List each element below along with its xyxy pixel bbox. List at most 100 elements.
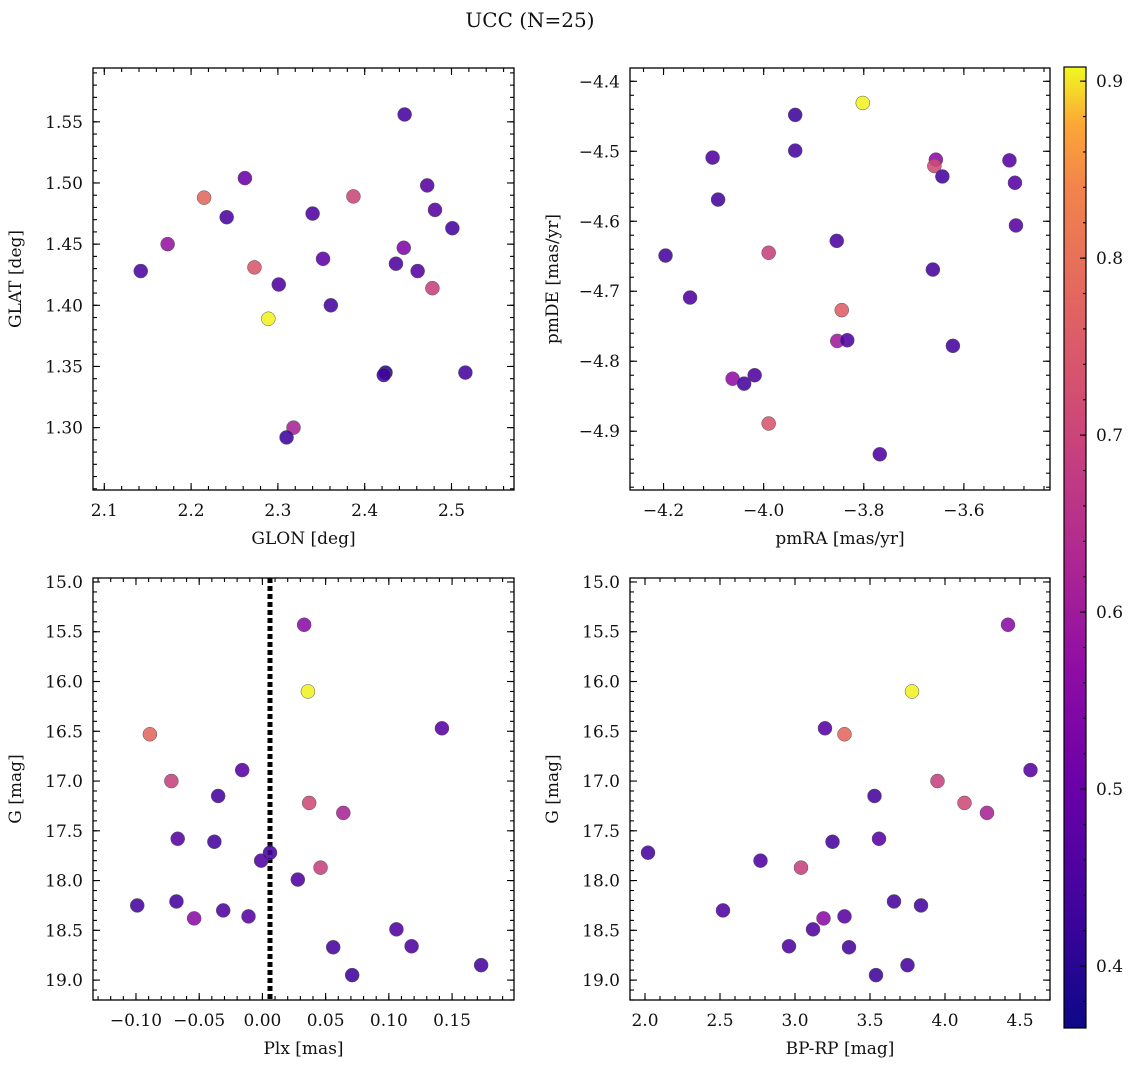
x-tick-label: 0.10 [370, 1011, 408, 1031]
axes-frame [92, 577, 515, 1001]
y-tick-label: 17.5 [582, 822, 620, 842]
data-point [834, 302, 850, 318]
data-point [129, 898, 145, 913]
x-tick-label: 2.2 [178, 501, 205, 521]
data-point [787, 143, 803, 158]
data-point [871, 831, 887, 847]
data-point [419, 178, 435, 193]
y-tick-label: 18.0 [582, 872, 620, 892]
y-tick-label: −4.5 [579, 142, 620, 162]
colorbar-tick-label: 0.8 [1096, 249, 1123, 269]
data-point [271, 277, 287, 292]
x-tick-label: −4.0 [743, 501, 784, 521]
data-point [323, 298, 339, 313]
data-point [816, 911, 831, 926]
x-tick-label: 4.0 [931, 1011, 958, 1031]
x-tick-label: 2.4 [351, 501, 378, 521]
data-point [1008, 218, 1024, 233]
data-point [841, 940, 857, 955]
x-tick-label: 2.3 [264, 501, 291, 521]
x-tick-label: 2.0 [631, 1011, 658, 1031]
data-point [241, 909, 256, 924]
data-point [1007, 175, 1023, 191]
y-tick-label: 1.35 [45, 357, 83, 377]
y-tick-label: 15.5 [582, 623, 620, 643]
data-point [346, 189, 361, 204]
data-point [840, 332, 855, 348]
data-point [142, 727, 158, 742]
scatter-panel-1: 2.1 2.2 2.3 2.4 2.5 1.30 1.35 1.40 1.45 1.50 1.55 G… [6, 67, 515, 549]
x-axis-label: BP-RP [mag] [786, 1039, 895, 1059]
y-tick-label: 1.30 [45, 419, 83, 439]
y-tick-label: 19.0 [582, 971, 620, 991]
data-point [872, 447, 888, 462]
y-tick-label: 1.50 [45, 174, 83, 194]
y-tick-label: 1.45 [45, 235, 83, 255]
y-tick-label: 16.5 [582, 722, 620, 742]
data-point [434, 721, 450, 736]
data-point [979, 805, 995, 821]
figure-title: UCC (N=25) [465, 8, 594, 32]
scatter-panels: 2.1 2.2 2.3 2.4 2.5 1.30 1.35 1.40 1.45 1.50 1.55 G… [6, 67, 1051, 1059]
x-tick-label: −0.10 [110, 1011, 162, 1031]
data-point [397, 107, 412, 122]
data-point [253, 853, 269, 868]
data-point [210, 788, 226, 804]
x-tick-label: 0.05 [307, 1011, 345, 1031]
y-tick-label: 16.0 [45, 673, 83, 693]
data-point [945, 338, 961, 354]
data-point [237, 170, 253, 186]
data-point [458, 365, 473, 380]
data-point [473, 957, 489, 973]
data-point [640, 845, 656, 860]
data-point [313, 860, 328, 875]
data-point [837, 727, 852, 742]
y-tick-label: 17.0 [45, 772, 83, 792]
x-tick-label: 2.5 [706, 1011, 733, 1031]
y-tick-label: 1.40 [45, 296, 83, 316]
axes-frame [92, 67, 515, 491]
colorbar: 0.4 0.5 0.6 0.7 0.8 0.9 [1063, 66, 1123, 1029]
y-axis-label: G [mag] [6, 754, 26, 823]
data-point [927, 158, 942, 174]
colorbar-tick-label: 0.4 [1096, 957, 1123, 977]
x-tick-label: 2.5 [438, 501, 465, 521]
data-point [290, 872, 306, 887]
y-tick-label: −4.8 [579, 352, 620, 372]
colorbar-tick-label: 0.6 [1096, 603, 1123, 623]
x-tick-label: 4.5 [1006, 1011, 1033, 1031]
axes-frame [629, 577, 1051, 1001]
data-point [761, 416, 776, 431]
data-point [164, 773, 179, 789]
data-point [829, 233, 844, 249]
data-point [325, 940, 341, 955]
data-point [404, 939, 419, 954]
x-tick-label: 0.00 [243, 1011, 281, 1031]
data-point [344, 967, 360, 983]
y-tick-label: 18.0 [45, 872, 83, 892]
data-point [793, 860, 809, 875]
data-point [805, 922, 821, 937]
y-tick-label: 16.0 [582, 673, 620, 693]
colorbar-tick-label: 0.9 [1096, 72, 1123, 92]
data-point [336, 805, 351, 821]
x-tick-label: −3.6 [943, 501, 984, 521]
data-point [781, 939, 797, 954]
data-point [234, 762, 250, 778]
data-point [445, 220, 460, 236]
data-point [761, 245, 776, 261]
data-point [825, 834, 840, 849]
y-tick-label: 1.55 [45, 113, 83, 133]
data-point [682, 290, 698, 305]
data-point [935, 169, 950, 184]
scatter-panel-3: −0.10 −0.05 0.00 0.05 0.10 0.15 15.0 15.5 16.0 16… [6, 573, 515, 1059]
y-tick-label: 18.5 [582, 921, 620, 941]
x-axis-label: pmRA [mas/yr] [775, 529, 904, 549]
data-point [301, 795, 317, 811]
data-point [169, 894, 184, 909]
y-tick-label: 18.5 [45, 921, 83, 941]
colorbar-gradient [1063, 66, 1087, 1029]
data-point [904, 684, 920, 699]
data-point [170, 831, 185, 847]
axes-frame [629, 67, 1051, 491]
